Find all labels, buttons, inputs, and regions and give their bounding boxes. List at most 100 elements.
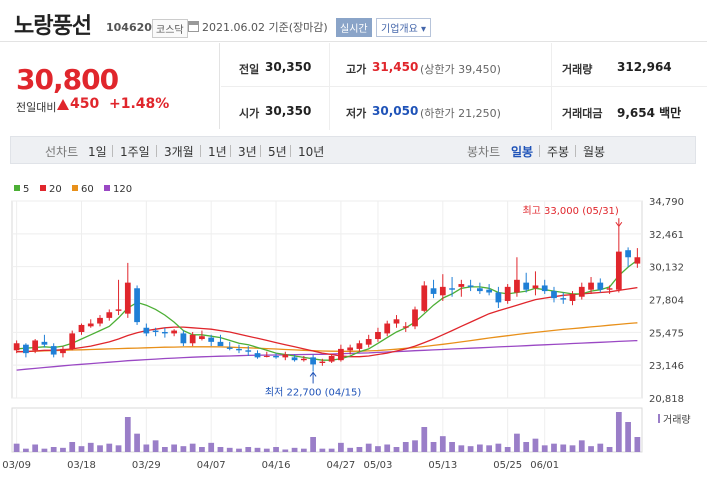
candle-body xyxy=(615,251,622,290)
volume-label: 거래량 xyxy=(663,414,691,426)
tab-1w[interactable]: 1주일 xyxy=(120,145,150,159)
tab-3y[interactable]: 3년 xyxy=(238,145,257,159)
candle-body xyxy=(504,286,511,301)
candle-body xyxy=(606,288,613,290)
volume-bar xyxy=(87,442,94,452)
candle-body xyxy=(217,341,224,347)
tab-monthly[interactable]: 월봉 xyxy=(583,145,606,159)
stock-code: 104620 xyxy=(106,21,152,34)
candle xyxy=(634,248,641,268)
candle xyxy=(263,351,270,358)
volume-bar xyxy=(300,448,307,452)
volume-bar xyxy=(449,442,455,452)
candle-body xyxy=(199,336,205,340)
tab-1y[interactable]: 1년 xyxy=(208,145,227,159)
volume-bar xyxy=(115,445,122,452)
candle-body xyxy=(347,347,354,351)
tab-3m[interactable]: 3개월 xyxy=(164,145,194,159)
volume-bar xyxy=(551,443,557,452)
volume-bar xyxy=(430,442,437,452)
candle xyxy=(439,274,446,301)
candle xyxy=(226,341,233,351)
volume-bar xyxy=(60,447,66,452)
volume-bar xyxy=(171,444,178,452)
amount-label: 거래대금 xyxy=(562,107,603,120)
volume-bar xyxy=(412,440,418,452)
volume-bar xyxy=(384,444,391,452)
candle xyxy=(412,306,418,330)
volume-bar xyxy=(578,440,585,452)
lower-limit: (하한가 21,250) xyxy=(420,107,501,120)
candle-body xyxy=(551,291,557,299)
prev-close-label: 전일 xyxy=(239,63,260,76)
up-triangle-icon xyxy=(57,99,69,110)
candle-body xyxy=(384,323,391,334)
candle xyxy=(551,286,557,303)
tab-5y[interactable]: 5년 xyxy=(268,145,287,159)
volume-bar xyxy=(217,447,224,452)
candle-body xyxy=(486,289,493,293)
candle xyxy=(180,330,187,347)
candle xyxy=(78,323,85,335)
candle xyxy=(13,340,20,354)
candle-body xyxy=(514,279,520,293)
tab-weekly[interactable]: 주봉 xyxy=(547,145,570,159)
volume-bar xyxy=(69,442,76,452)
change-percent: +1.48% xyxy=(109,96,170,112)
annotation-high: 최고 33,000 (05/31) xyxy=(522,205,618,217)
price-panel: 30,800 전일대비 450 +1.48% xyxy=(0,43,220,129)
candle-body xyxy=(97,317,103,324)
company-overview-dropdown[interactable]: 기업개요 ▾ xyxy=(376,18,431,37)
y-tick-label: 32,461 xyxy=(649,230,684,241)
candle xyxy=(384,320,391,337)
low-value: 30,050 xyxy=(372,104,419,118)
volume-legend-swatch xyxy=(658,414,660,423)
candle xyxy=(514,257,520,297)
open-label: 시가 xyxy=(239,107,260,120)
candle xyxy=(486,284,493,296)
realtime-button[interactable]: 실시간 xyxy=(336,18,372,37)
volume-bar xyxy=(143,444,150,452)
volume-bar xyxy=(356,447,363,452)
volume-bar xyxy=(134,433,140,452)
candle-body xyxy=(365,339,372,345)
candle-body xyxy=(430,288,437,294)
candle xyxy=(402,322,409,332)
candle-body xyxy=(458,284,465,287)
candle-body xyxy=(245,350,252,352)
y-tick-label: 30,132 xyxy=(649,263,684,274)
y-tick-label: 20,818 xyxy=(649,394,684,405)
candle xyxy=(615,226,622,293)
candle xyxy=(523,272,530,293)
tab-10y[interactable]: 10년 xyxy=(298,145,325,159)
stats-row: 시가 30,350 저가 30,050 (하한가 21,250) 거래대금 9,… xyxy=(221,86,707,130)
candle-body xyxy=(236,348,242,351)
candle xyxy=(476,282,483,294)
x-tick-label: 03/09 xyxy=(2,460,31,471)
candle xyxy=(319,358,326,366)
open-value: 30,350 xyxy=(265,104,312,118)
legend-ma60: 60 xyxy=(72,184,94,196)
candle-body xyxy=(171,330,178,334)
tab-daily[interactable]: 일봉 xyxy=(511,145,534,159)
candle xyxy=(282,351,289,361)
candle-body xyxy=(495,292,502,303)
period-tabs: 선차트 1일 1주일 3개월 1년 3년 5년 10년 봉차트 일봉 주봉 월봉 xyxy=(10,136,696,164)
line-chart-label: 선차트 xyxy=(45,145,79,159)
change-value: 450 xyxy=(70,96,100,112)
candle-body xyxy=(597,282,604,290)
tab-1d[interactable]: 1일 xyxy=(88,145,107,159)
candle-body xyxy=(412,309,418,327)
volume-bar xyxy=(97,445,103,452)
candle xyxy=(338,344,344,362)
candle xyxy=(347,344,354,355)
volume-bar xyxy=(106,443,113,452)
volume-bar xyxy=(523,442,530,452)
volume-bar xyxy=(634,437,641,452)
volume-bar xyxy=(421,427,428,452)
candle-body xyxy=(115,309,122,311)
candle xyxy=(328,354,335,364)
candle xyxy=(134,285,140,325)
candle-body xyxy=(569,293,576,301)
volume-bar xyxy=(291,447,298,452)
